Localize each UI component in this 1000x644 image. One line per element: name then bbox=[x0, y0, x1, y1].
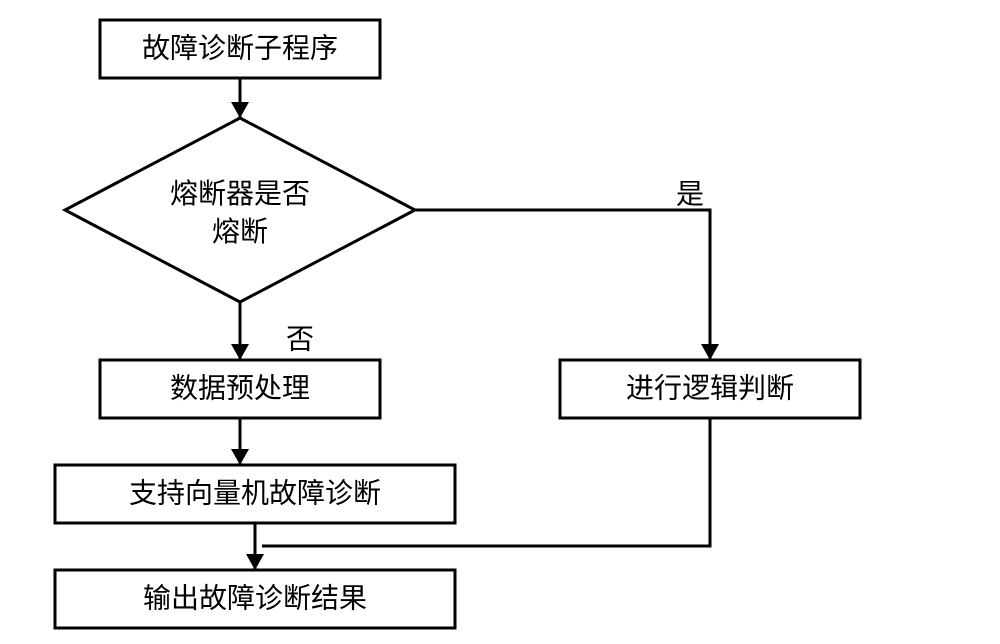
preprocess-label: 数据预处理 bbox=[170, 373, 310, 405]
svm-label: 支持向量机故障诊断 bbox=[129, 478, 381, 510]
logic-label: 进行逻辑判断 bbox=[626, 373, 794, 405]
flowchart-canvas: 故障诊断子程序数据预处理进行逻辑判断支持向量机故障诊断输出故障诊断结果熔断器是否… bbox=[0, 0, 1000, 644]
yes-label: 是 bbox=[676, 180, 704, 211]
decision-diamond bbox=[65, 118, 415, 302]
no-label: 否 bbox=[286, 325, 314, 356]
start-label: 故障诊断子程序 bbox=[142, 33, 338, 65]
output-label: 输出故障诊断结果 bbox=[143, 583, 367, 615]
